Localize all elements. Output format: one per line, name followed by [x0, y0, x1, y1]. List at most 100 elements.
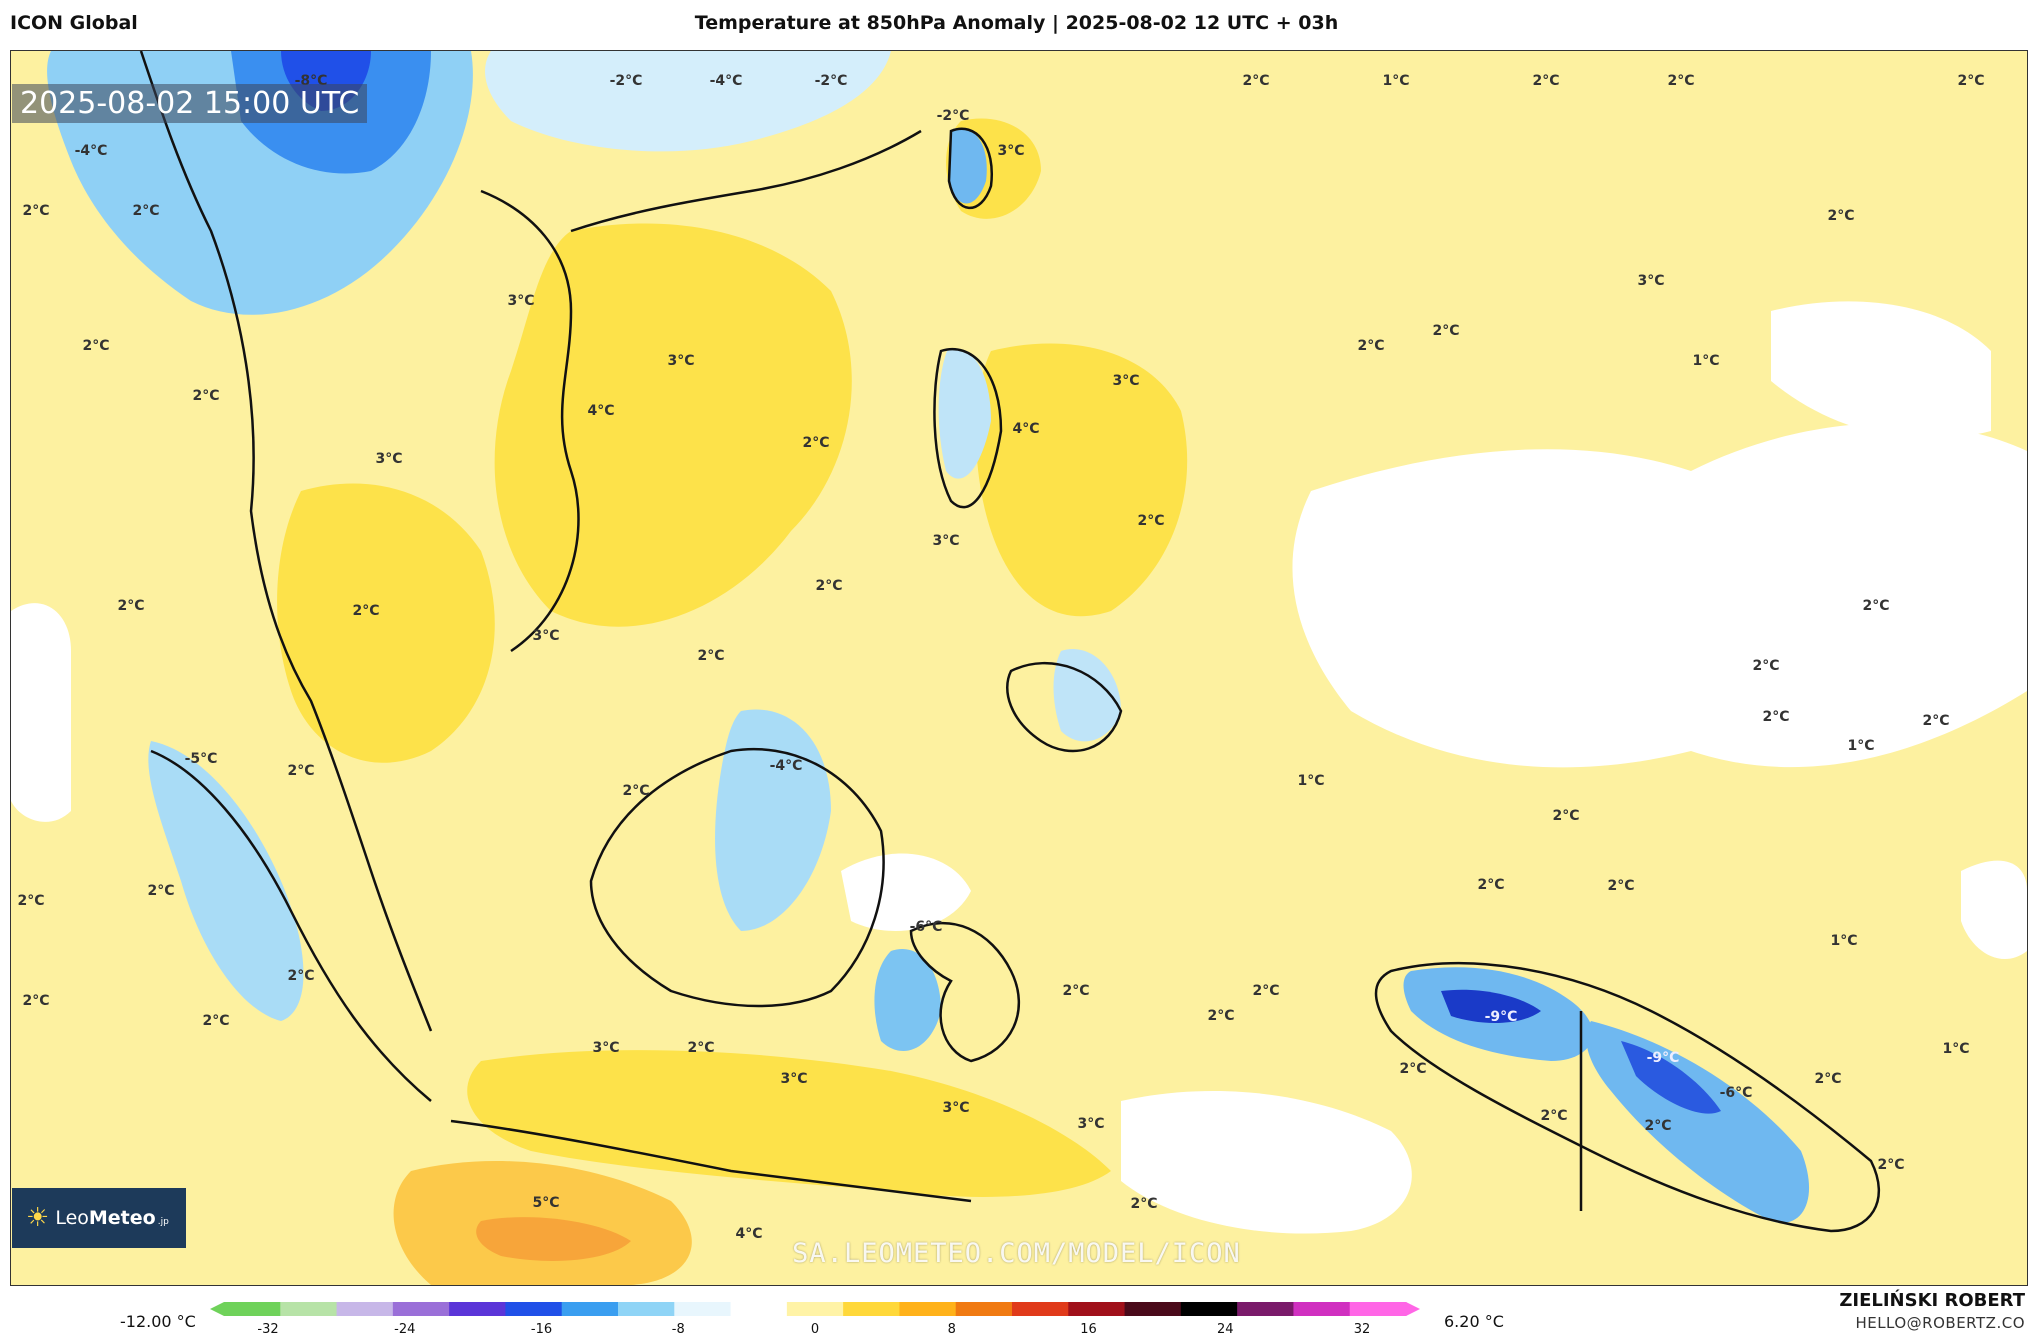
colorbar-max-label: 6.20 °C [1444, 1312, 1504, 1331]
temperature-label: 3°C [375, 451, 403, 467]
coastlines [139, 51, 1881, 1233]
temperature-label: 1°C [1692, 353, 1720, 369]
colorbar-segment [1349, 1302, 1407, 1316]
cold-core-papua [1441, 989, 1541, 1023]
neutral-area-pacific [1292, 423, 2027, 768]
anomaly-map[interactable]: 2°C 1°C 2°C 2°C 2°C -2°C -4°C -2°C -8°C -2°C 3°C -4… [10, 50, 2028, 1286]
temperature-label: 2°C [1242, 73, 1270, 89]
colorbar-segment [561, 1302, 619, 1316]
neutral-area-south [1121, 1091, 1412, 1234]
neutral-area-sulawesi [841, 853, 971, 931]
colorbar-tick-label: 8 [947, 1322, 956, 1337]
valid-time-label: 2025-08-02 15:00 UTC [12, 84, 368, 123]
temperature-label: 3°C [592, 1040, 620, 1056]
coast-new-guinea [1374, 961, 1881, 1233]
temperature-label: 2°C [287, 763, 315, 779]
temperature-label: 3°C [932, 533, 960, 549]
temperature-label: 2°C [1814, 1071, 1842, 1087]
temperature-label: 1°C [1847, 738, 1875, 754]
temperature-label: 3°C [997, 143, 1025, 159]
temperature-label: 2°C [1252, 983, 1280, 999]
colorbar-tick-label: 32 [1353, 1322, 1371, 1337]
temperature-label: 2°C [117, 598, 145, 614]
temperature-label: 4°C [735, 1226, 763, 1242]
warm-area-java-sea [467, 1050, 1112, 1197]
temperature-label: 3°C [507, 293, 535, 309]
temperature-label: 3°C [667, 353, 695, 369]
coast-luzon [933, 348, 1003, 509]
colorbar-segment [618, 1302, 675, 1316]
temperature-label: 2°C [1607, 878, 1635, 894]
coast-mainland-west [139, 51, 433, 1032]
temperature-label: 2°C [1357, 338, 1385, 354]
warm-area-thailand [277, 483, 495, 763]
temperature-label: 2°C [1540, 1108, 1568, 1124]
temperature-label: 2°C [1644, 1118, 1672, 1134]
temperature-label: 2°C [802, 435, 830, 451]
colorbar-segment [1012, 1302, 1069, 1316]
temperature-label: 2°C [1752, 658, 1780, 674]
temperature-label: 2°C [1552, 808, 1580, 824]
logo-brand-bold: Meteo [88, 1207, 156, 1229]
colorbar-segment [1068, 1302, 1126, 1316]
colorbar-segment [730, 1302, 788, 1316]
temperature-label: 2°C [147, 883, 175, 899]
model-name: ICON Global [10, 12, 138, 34]
colorbar-segment [1293, 1302, 1351, 1316]
leometeo-logo[interactable]: ☀ Leo Meteo .jp [12, 1188, 186, 1248]
colorbar-min-arrow [210, 1302, 224, 1316]
temperature-label: 1°C [1297, 773, 1325, 789]
temperature-label: -2°C [609, 73, 643, 89]
neutral-area-north [1771, 301, 1991, 439]
temperature-label: -4°C [709, 73, 743, 89]
colorbar-segment [336, 1302, 394, 1316]
coast-sulawesi [909, 921, 1021, 1063]
temperature-label: 2°C [1877, 1157, 1905, 1173]
colorbar-segment [449, 1302, 506, 1316]
coast-mindanao [1006, 661, 1123, 753]
colorbar-tick-label: 16 [1080, 1322, 1097, 1337]
temperature-label: 2°C [192, 388, 220, 404]
cold-area-borneo [715, 709, 831, 931]
temperature-label: 2°C [352, 603, 380, 619]
temperature-label: 4°C [1012, 421, 1040, 437]
colorbar-tick-label: -16 [530, 1322, 553, 1337]
coast-borneo [589, 747, 885, 1008]
colorbar-tick-label: -32 [257, 1322, 279, 1337]
colorbar-segment [1237, 1302, 1294, 1316]
temperature-label: 3°C [1637, 273, 1665, 289]
colorbar-segment [224, 1302, 281, 1316]
cool-area-mindanao [1053, 649, 1121, 742]
cold-area-sulawesi [874, 949, 941, 1051]
colorbar [210, 1302, 1420, 1316]
coast-java [450, 1119, 972, 1203]
temperature-label: 5°C [532, 1195, 560, 1211]
author-email[interactable]: HELLO@ROBERTZ.CO [1855, 1314, 2025, 1332]
coast-south-china [570, 129, 922, 233]
colorbar-segment [674, 1302, 732, 1316]
temperature-label: 2°C [1922, 713, 1950, 729]
temperature-label: 1°C [1830, 933, 1858, 949]
temperature-label: 2°C [1207, 1008, 1235, 1024]
colorbar-min-label: -12.00 °C [120, 1312, 196, 1331]
temperature-label: 2°C [1130, 1196, 1158, 1212]
temperature-label: 2°C [1862, 598, 1890, 614]
colorbar-tick-label: 24 [1216, 1322, 1234, 1337]
temperature-label: -5°C [184, 751, 218, 767]
colorbar-segment [1124, 1302, 1182, 1316]
warm-core-indian-ocean [476, 1217, 631, 1261]
temperature-label: 2°C [697, 648, 725, 664]
temperature-label: 3°C [780, 1071, 808, 1087]
logo-suffix: .jp [157, 1217, 169, 1227]
temperature-label: 3°C [1112, 373, 1140, 389]
temperature-label: -2°C [814, 73, 848, 89]
colorbar-segment [955, 1302, 1013, 1316]
temperature-label: -9°C [1484, 1009, 1518, 1025]
temperature-label: 2°C [1477, 877, 1505, 893]
cold-core-png [1621, 1041, 1721, 1114]
temperature-label: 2°C [1762, 709, 1790, 725]
watermark-url: SA.LEOMETEO.COM/MODEL/ICON [792, 1238, 1241, 1269]
temperature-label: 2°C [132, 203, 160, 219]
colorbar-segment [392, 1302, 450, 1316]
map-canvas [11, 51, 2027, 1285]
